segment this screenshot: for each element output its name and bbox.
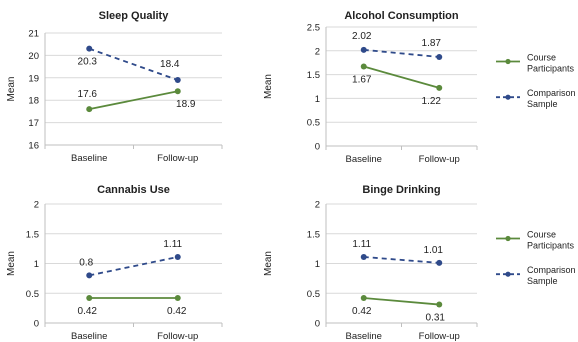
- y-tick-label: 21: [28, 29, 39, 40]
- legend-label: Sample: [527, 99, 558, 109]
- data-label: 17.6: [78, 89, 98, 100]
- data-label: 1.67: [352, 75, 372, 86]
- x-tick-label: Baseline: [346, 154, 382, 165]
- chart-panel-4: Binge Drinking Mean 0 0.5 1 1.5 2 Baseline Follo…: [263, 184, 576, 342]
- data-label: 1.87: [422, 38, 442, 49]
- data-point-comparison: [174, 253, 181, 260]
- data-label: 0.42: [78, 306, 98, 317]
- y-tick-label: 1.5: [307, 70, 320, 81]
- y-tick-label: 0.5: [26, 289, 39, 300]
- data-point-comparison: [360, 46, 367, 53]
- data-label: 0.42: [352, 306, 372, 317]
- y-axis-label: Mean: [263, 74, 274, 99]
- series-line-comparison: [363, 256, 440, 264]
- y-tick-label: 0.5: [307, 289, 320, 300]
- x-tick-label: Follow-up: [157, 153, 198, 164]
- y-tick-label: 18: [28, 96, 39, 107]
- x-tick-label: Baseline: [71, 153, 107, 164]
- x-tick-label: Follow-up: [419, 154, 460, 165]
- y-tick-label: 1: [315, 94, 320, 105]
- y-tick-label: 1.5: [307, 229, 320, 240]
- x-tick-label: Follow-up: [419, 331, 460, 342]
- data-label: 1.22: [422, 96, 442, 107]
- data-label: 1.11: [163, 239, 182, 250]
- data-point-course: [436, 301, 443, 308]
- legend-marker-course: [505, 58, 511, 65]
- chart-title: Alcohol Consumption: [344, 10, 459, 22]
- data-label: 0.42: [167, 306, 187, 317]
- y-tick-label: 0: [34, 319, 39, 330]
- legend-marker-comparison: [505, 94, 511, 100]
- series-line-comparison: [363, 48, 440, 58]
- series-line-course: [363, 297, 440, 306]
- data-label: 18.4: [160, 59, 180, 70]
- data-point-comparison: [436, 53, 443, 60]
- y-tick-label: 17: [28, 118, 39, 129]
- chart-title: Sleep Quality: [99, 10, 170, 22]
- chart-panel-2: Alcohol Consumption Mean 0 0.5 1 1.5 2 2.5 Basel…: [263, 10, 576, 165]
- data-label: 1.01: [424, 245, 444, 256]
- legend-marker-comparison: [505, 271, 511, 277]
- y-tick-label: 20: [28, 51, 39, 62]
- data-label: 18.9: [176, 99, 196, 110]
- data-label: 1.11: [352, 239, 371, 250]
- y-axis-label: Mean: [6, 76, 17, 101]
- legend-label: Course: [527, 230, 556, 240]
- y-tick-label: 0.5: [307, 118, 320, 129]
- y-tick-label: 2: [315, 200, 320, 211]
- x-tick-label: Follow-up: [157, 331, 198, 342]
- data-label: 2.02: [352, 31, 372, 42]
- y-axis-label: Mean: [6, 251, 17, 276]
- legend-label: Course: [527, 53, 556, 63]
- data-point-course: [174, 88, 181, 95]
- y-tick-label: 19: [28, 73, 39, 84]
- data-label: 0.31: [426, 313, 446, 324]
- data-label: 0.8: [79, 257, 93, 268]
- series-line-course: [363, 65, 440, 89]
- chart-panel-3: Cannabis Use Mean 0 0.5 1 1.5 2 Baseline Follow-…: [6, 184, 223, 342]
- data-point-course: [86, 106, 93, 113]
- series-line-comparison: [88, 47, 179, 81]
- legend-label: Comparison: [527, 88, 576, 98]
- data-point-comparison: [174, 77, 181, 84]
- x-tick-label: Baseline: [346, 331, 382, 342]
- data-point-course: [360, 63, 367, 70]
- data-point-course: [86, 295, 93, 302]
- series-line-course: [89, 90, 178, 111]
- data-point-comparison: [86, 272, 93, 279]
- y-tick-label: 0: [315, 142, 320, 153]
- legend-label: Sample: [527, 276, 558, 286]
- chart-title: Cannabis Use: [97, 184, 170, 196]
- legend-marker-course: [505, 235, 511, 242]
- y-tick-label: 2: [34, 200, 39, 211]
- data-point-comparison: [360, 253, 367, 260]
- data-point-comparison: [86, 45, 93, 52]
- data-point-course: [174, 295, 181, 302]
- data-point-comparison: [436, 259, 443, 266]
- y-tick-label: 1: [315, 259, 320, 270]
- legend-label: Participants: [527, 64, 575, 74]
- legend-label: Comparison: [527, 265, 576, 275]
- y-tick-label: 2.5: [307, 23, 320, 34]
- y-tick-label: 1: [34, 259, 39, 270]
- y-tick-label: 16: [28, 141, 39, 152]
- y-axis-label: Mean: [263, 251, 274, 276]
- data-label: 20.3: [78, 57, 98, 68]
- y-tick-label: 2: [315, 46, 320, 57]
- legend-label: Participants: [527, 241, 575, 251]
- series-line-comparison: [89, 256, 178, 277]
- y-tick-label: 0: [315, 319, 320, 330]
- data-point-course: [360, 295, 367, 302]
- data-point-course: [436, 84, 443, 91]
- chart-panel-1: Sleep Quality Mean 16 17 18 19 20 21 Baseline Fol…: [6, 10, 223, 164]
- y-tick-label: 1.5: [26, 229, 39, 240]
- x-tick-label: Baseline: [71, 331, 107, 342]
- chart-title: Binge Drinking: [362, 184, 440, 196]
